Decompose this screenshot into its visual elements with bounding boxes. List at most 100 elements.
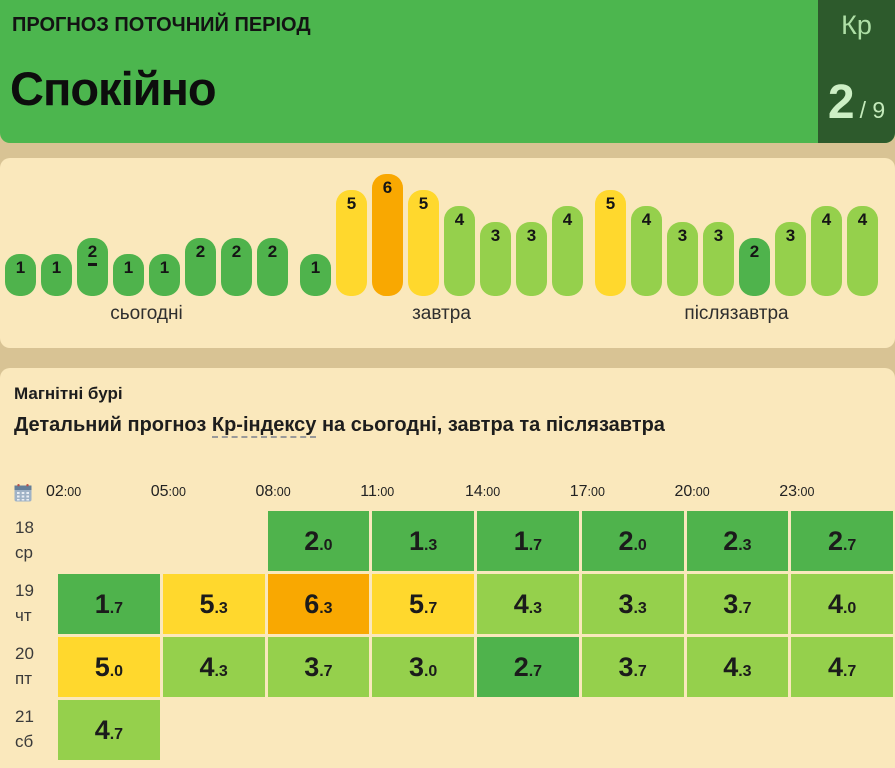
kp-cell: 6.3 [267, 574, 370, 634]
kp-bar: 1 [5, 254, 36, 296]
kp-bar-value: 3 [526, 226, 537, 245]
kp-cell: 4.7 [791, 637, 893, 697]
kp-bar-value: 1 [159, 258, 170, 277]
kp-bar-value: 2 [87, 242, 98, 266]
kp-bar-value: 5 [346, 194, 357, 213]
time-header-row: 02:00 05:00 08:00 11:00 14:00 17:00 20:00 23:00 [2, 479, 893, 505]
kp-bar-value: 1 [51, 258, 62, 277]
calendar-icon [2, 483, 55, 502]
kp-cell-empty [477, 700, 579, 760]
kp-bar: 2 [739, 238, 770, 296]
kp-bar: 4 [811, 206, 842, 296]
kp-cell: 5.0 [58, 637, 160, 697]
kp-cell: 4.3 [477, 574, 579, 634]
kp-cell: 4.0 [791, 574, 893, 634]
time-header-cell: 20:00 [674, 483, 710, 500]
subtitle-prefix: Детальний прогноз [14, 414, 212, 436]
kp-cell: 3.7 [686, 574, 789, 634]
kp-bars-row: 1 1 2 1 1 2 2 2 1 5 6 5 4 3 3 4 5 4 3 3 2 3 4 4 [5, 174, 895, 296]
kp-cell-empty [791, 700, 893, 760]
table-row-label: 21 сб [15, 707, 34, 751]
kp-forecast-chart: 1 1 2 1 1 2 2 2 1 5 6 5 4 3 3 4 5 4 3 3 2 3 4 4 сьогодні завтра п… [0, 158, 895, 348]
kp-bar-value: 3 [677, 226, 688, 245]
kp-cell-empty [268, 700, 370, 760]
kp-bar: 5 [408, 190, 439, 296]
kp-bar-group: 1 1 2 1 1 2 2 2 [5, 238, 288, 296]
kp-cell: 4.3 [686, 637, 789, 697]
kp-bar: 3 [480, 222, 511, 296]
kp-cell: 4.7 [58, 700, 160, 760]
time-header-cell: 14:00 [465, 483, 501, 500]
kp-bar: 1 [149, 254, 180, 296]
table-row-label: 19 чт [15, 581, 34, 625]
kp-bar-value: 4 [641, 210, 652, 229]
kp-cell: 2.7 [477, 637, 579, 697]
kp-bar-value: 4 [562, 210, 573, 229]
kp-bar-value: 2 [195, 242, 206, 261]
kp-bar-value: 3 [490, 226, 501, 245]
kp-bar: 4 [631, 206, 662, 296]
kp-cell: 1.7 [58, 574, 160, 634]
header-panel: ПРОГНОЗ ПОТОЧНИЙ ПЕРІОД Спокійно Кр 2 / … [0, 0, 895, 143]
kp-cell: 3.7 [581, 637, 684, 697]
kp-cell-empty [372, 700, 474, 760]
kp-details-panel: Магнітні бурі Детальний прогноз Кр-індек… [0, 368, 895, 768]
kp-bar-value: 1 [310, 258, 321, 277]
kp-cell: 2.0 [267, 511, 370, 571]
kp-bar: 1 [300, 254, 331, 296]
time-header-cell: 23:00 [779, 483, 815, 500]
kp-bar: 3 [703, 222, 734, 296]
kp-cell-empty [163, 511, 265, 571]
kp-cell-empty [58, 511, 160, 571]
kp-bar: 4 [552, 206, 583, 296]
kp-scale-max: / 9 [859, 97, 886, 123]
details-title: Магнітні бурі [14, 384, 123, 403]
kp-details-table: 18 ср 2.0 1.3 1.7 2.0 2.3 2.7 19 чт 1.7 5.3 6.3 5.7 4.… [2, 511, 893, 760]
kp-cell-empty [163, 700, 265, 760]
kp-bar: 1 [113, 254, 144, 296]
kp-bar: 5 [595, 190, 626, 296]
kp-cell: 2.0 [581, 511, 684, 571]
table-row-label: 18 ср [15, 518, 34, 562]
kp-bar-value: 4 [857, 210, 868, 229]
kp-cell: 3.3 [581, 574, 684, 634]
table-row-label: 20 пт [15, 644, 34, 688]
kp-cell: 2.7 [791, 511, 893, 571]
kp-bar-group-label: сьогодні [110, 303, 183, 324]
kp-bar-value: 5 [605, 194, 616, 213]
time-header-cell: 05:00 [150, 483, 186, 500]
kp-bar-group: 1 5 6 5 4 3 3 4 [300, 174, 583, 296]
kp-bar-value: 6 [382, 178, 393, 197]
kp-indicator: Кр 2 / 9 [818, 0, 895, 143]
page-title: Спокійно [10, 62, 217, 115]
kp-index-link[interactable]: Кр-індексу [211, 414, 317, 438]
kp-bar-value: 4 [454, 210, 465, 229]
kp-cell-empty [582, 700, 684, 760]
kp-bar: 1 [41, 254, 72, 296]
kp-bar-value: 2 [749, 242, 760, 261]
kp-bar-value: 2 [231, 242, 242, 261]
page-kicker: ПРОГНОЗ ПОТОЧНИЙ ПЕРІОД [12, 14, 311, 36]
kp-cell: 1.3 [372, 511, 474, 571]
kp-bar: 2 [257, 238, 288, 296]
kp-bar: 2 [221, 238, 252, 296]
kp-bar: 6 [372, 174, 403, 296]
time-header-cell: 02:00 [46, 483, 82, 500]
kp-cell: 5.7 [372, 574, 474, 634]
kp-bar-value: 4 [821, 210, 832, 229]
kp-bar: 2 [185, 238, 216, 296]
kp-cell: 3.0 [372, 637, 474, 697]
time-header-cell: 17:00 [569, 483, 605, 500]
kp-indicator-label: Кр [841, 10, 872, 40]
time-header-cell: 11:00 [360, 483, 395, 500]
kp-cell: 5.3 [162, 574, 265, 634]
kp-bar-value: 3 [785, 226, 796, 245]
kp-bar-value: 1 [15, 258, 26, 277]
subtitle-suffix: на сьогодні, завтра та післязавтра [316, 414, 665, 436]
kp-current-value: 2 [827, 76, 855, 129]
kp-bar-group-label: завтра [412, 303, 471, 324]
kp-cell: 2.3 [686, 511, 789, 571]
kp-bar-group-label: післязавтра [684, 303, 789, 324]
kp-cell: 4.3 [162, 637, 265, 697]
